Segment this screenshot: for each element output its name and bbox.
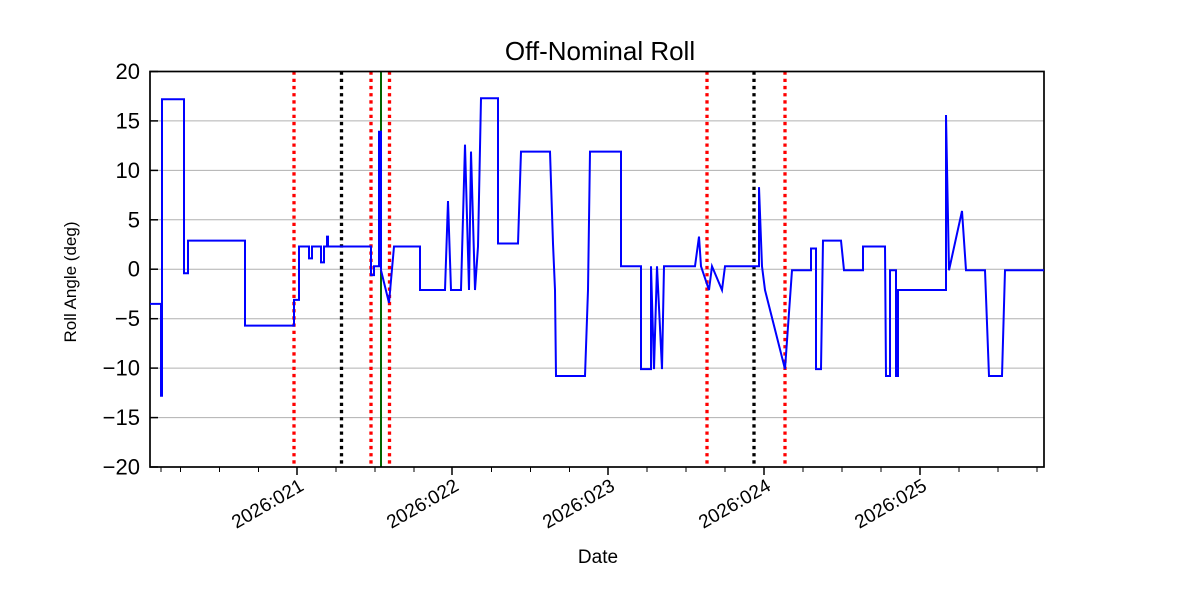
svg-text:5: 5 bbox=[128, 207, 140, 232]
svg-text:15: 15 bbox=[116, 108, 140, 133]
svg-text:0: 0 bbox=[128, 257, 140, 282]
svg-text:−15: −15 bbox=[103, 405, 140, 430]
svg-text:2026:021: 2026:021 bbox=[228, 476, 307, 534]
svg-text:2026:023: 2026:023 bbox=[539, 476, 618, 534]
svg-text:−10: −10 bbox=[103, 356, 140, 381]
svg-text:−5: −5 bbox=[115, 306, 140, 331]
svg-text:−20: −20 bbox=[103, 455, 140, 480]
svg-text:10: 10 bbox=[116, 158, 140, 183]
svg-text:2026:024: 2026:024 bbox=[695, 475, 775, 533]
svg-text:2026:025: 2026:025 bbox=[851, 476, 930, 534]
svg-text:2026:022: 2026:022 bbox=[383, 476, 462, 534]
